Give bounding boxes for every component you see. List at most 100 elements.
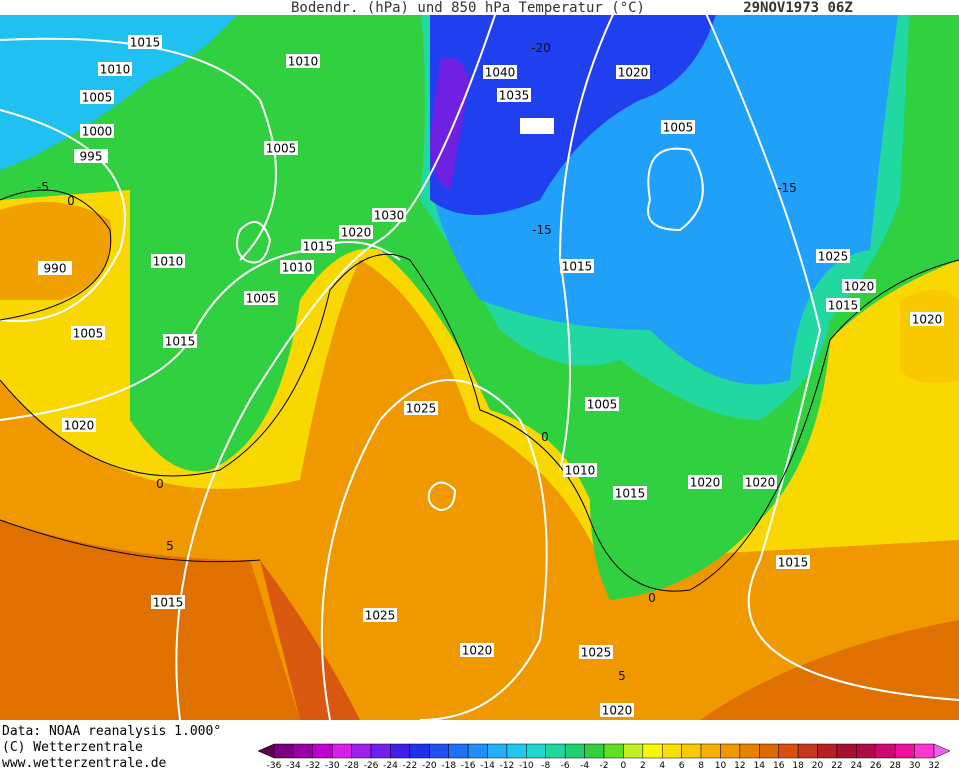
isobar-label-box (563, 463, 597, 477)
isobar-label: 1015 (303, 240, 334, 254)
isobar-label: 990 (44, 262, 67, 276)
map-labels: 1015 1010 1005 1000 995 990 1005 1015 1020 1015 10… (37, 35, 944, 718)
isobar-label: 1005 (246, 292, 277, 306)
isobar-label: 1015 (130, 36, 161, 50)
warm-area (260, 560, 360, 720)
isobar (699, 0, 959, 701)
isobar-label: 1020 (912, 313, 943, 327)
scale-label: -24 (383, 761, 398, 770)
isobar-label: 1015 (562, 260, 593, 274)
isobar-label: 1020 (341, 226, 372, 240)
isobar-label-box (743, 475, 777, 489)
isobar-label-box (128, 35, 162, 49)
warm-blob (900, 290, 959, 384)
scale-swatch (623, 743, 644, 759)
isobar-label-box (151, 595, 185, 609)
isobar-label: 1010 (565, 464, 596, 478)
cold-field (0, 0, 250, 170)
contour (0, 519, 261, 563)
scale-swatch (390, 743, 411, 759)
isobar-label-box (688, 475, 722, 489)
isobar-label-box (372, 208, 406, 222)
isobar-label-box (842, 279, 876, 293)
isobar-label-box (339, 225, 373, 239)
temperature-label: 5 (618, 669, 626, 683)
scale-swatch (856, 743, 877, 759)
isobar-label-box (816, 249, 850, 263)
scale-label: 4 (659, 761, 665, 770)
scale-swatch (370, 743, 391, 759)
scale-label: -36 (267, 761, 282, 770)
isobar-label-box (560, 259, 594, 273)
scale-swatch (351, 743, 372, 759)
isobar-label: 1000 (82, 125, 113, 139)
scale-swatch (293, 743, 314, 759)
scale-swatch (836, 743, 857, 759)
isobar-label-box (98, 62, 132, 76)
isobar (647, 147, 704, 232)
scale-swatch (914, 743, 935, 759)
isobar-label-box (497, 88, 531, 102)
scale-swatch (526, 743, 547, 759)
isobar-label: 1010 (282, 261, 313, 275)
isobar (427, 481, 457, 512)
isobar-label-box (301, 239, 335, 253)
isobar-label: 1005 (82, 91, 113, 105)
scale-swatch (875, 743, 896, 759)
scale-label: -16 (461, 761, 476, 770)
map-date: 29NOV1973 06Z (743, 0, 853, 16)
isobar-label: 1015 (153, 596, 184, 610)
scale-label: -2 (600, 761, 609, 770)
isobar-label-box (826, 298, 860, 312)
scale-label: 18 (792, 761, 804, 770)
copyright: (C) Wetterzentrale (2, 740, 143, 755)
scale-label: -14 (480, 761, 495, 770)
isobar-label-box (613, 486, 647, 500)
header-area (0, 0, 959, 15)
isobar (320, 379, 548, 721)
isobar-label: 1035 (499, 89, 530, 103)
scale-label: 16 (773, 761, 785, 770)
scale-label: 6 (679, 761, 685, 770)
isobar-label-box (71, 326, 105, 340)
isobar-label: 1005 (266, 142, 297, 156)
isobar-label-box (600, 703, 634, 717)
map-title: Bodendr. (hPa) und 850 hPa Temperatur (°… (291, 0, 645, 16)
scale-swatch (409, 743, 430, 759)
label-box (520, 118, 554, 134)
isobar-label-box (280, 260, 314, 274)
temperature-label: -5 (37, 180, 49, 194)
isobar-label-box (579, 645, 613, 659)
warm-area (700, 620, 959, 720)
scale-swatch (817, 743, 838, 759)
warm-blob (0, 202, 112, 300)
isobar-label: 1005 (73, 327, 104, 341)
isobar-label: 1010 (153, 255, 184, 269)
isobar (0, 109, 126, 323)
warm-area (0, 520, 300, 720)
scale-label: 14 (754, 761, 766, 770)
scale-label: 26 (870, 761, 882, 770)
isobar-label: 1030 (374, 209, 405, 223)
isobar-label: 1040 (485, 66, 516, 80)
temperature-label: -15 (532, 223, 552, 237)
isobar-label: 1020 (844, 280, 875, 294)
isobar-label: 1005 (587, 398, 618, 412)
isobar-label-box (404, 401, 438, 415)
isobar-label: 1025 (406, 402, 437, 416)
isobar-label-box (244, 291, 278, 305)
scale-label: -22 (403, 761, 418, 770)
isobar-label-box (80, 124, 114, 138)
isobar-label: 1025 (365, 609, 396, 623)
isobar-label-box (80, 90, 114, 104)
isobar-label-box (460, 643, 494, 657)
scale-label: -34 (286, 761, 301, 770)
scale-label: -4 (580, 761, 589, 770)
scale-label: 8 (698, 761, 704, 770)
scale-swatch (661, 743, 682, 759)
site-url: www.wetterzentrale.de (2, 756, 167, 770)
scale-label: -10 (519, 761, 534, 770)
scale-swatch (642, 743, 663, 759)
